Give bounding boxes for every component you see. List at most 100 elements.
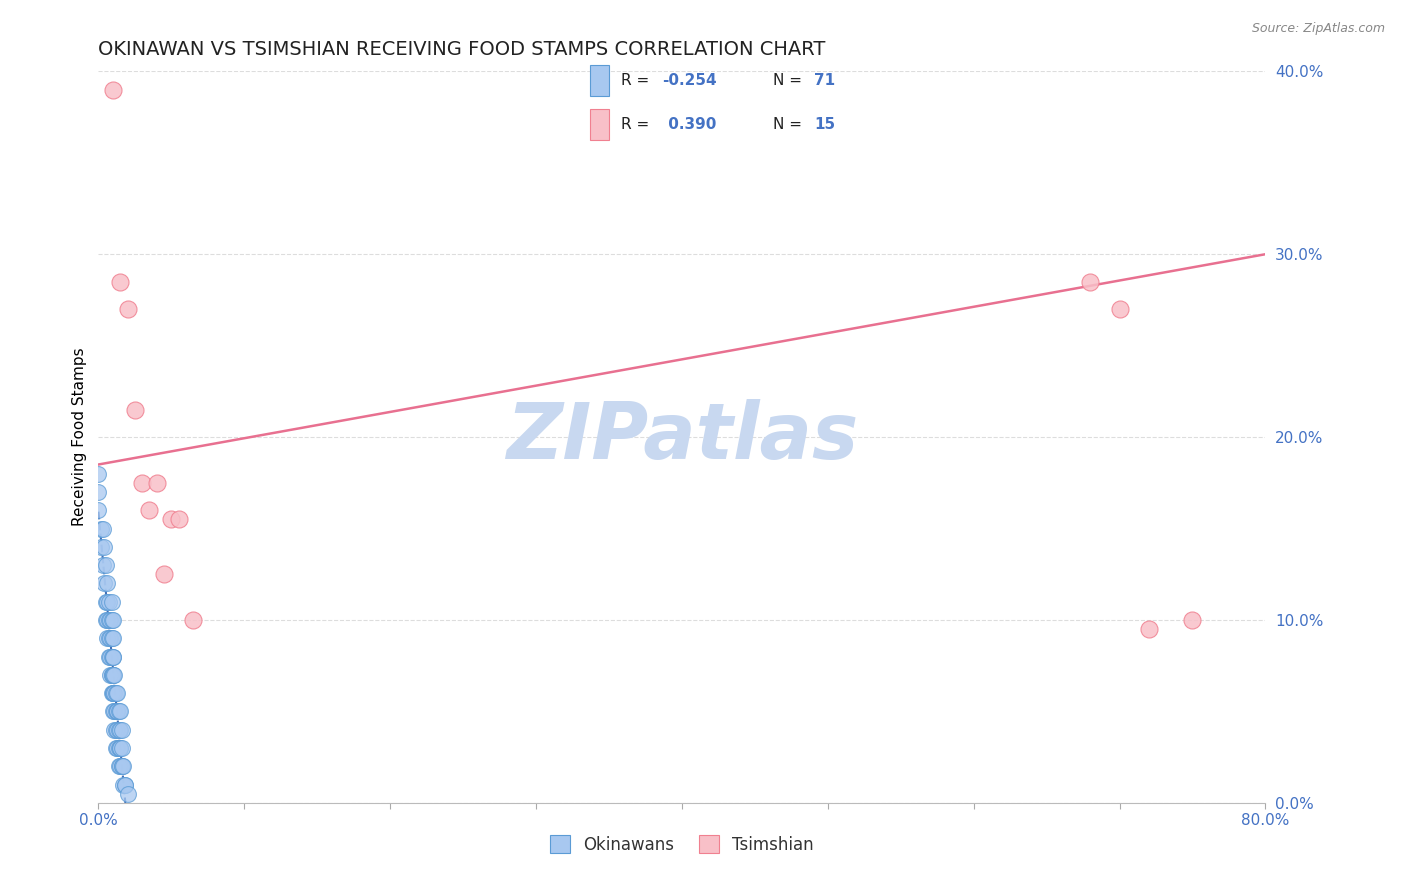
Point <box>101 705 124 719</box>
Point <box>94 558 117 573</box>
Point <box>98 649 121 664</box>
Point <box>87 503 110 517</box>
Point <box>104 705 127 719</box>
Point <box>108 705 131 719</box>
Point <box>117 301 139 317</box>
Point <box>108 759 131 773</box>
Point <box>97 649 120 664</box>
Legend: Okinawans, Tsimshian: Okinawans, Tsimshian <box>543 829 821 860</box>
Point <box>110 723 132 737</box>
Point <box>87 485 110 500</box>
Point <box>100 632 122 646</box>
Point <box>100 649 122 664</box>
Point <box>110 275 132 289</box>
Point <box>98 632 121 646</box>
Point <box>112 778 135 792</box>
Point <box>105 705 128 719</box>
Text: N =: N = <box>773 118 803 132</box>
Point <box>110 740 132 755</box>
Point <box>114 778 136 792</box>
Point <box>101 649 124 664</box>
Point <box>98 667 121 681</box>
Point <box>110 759 132 773</box>
Text: 71: 71 <box>814 73 835 87</box>
Point <box>100 686 122 700</box>
Text: R =: R = <box>621 118 650 132</box>
Text: ZIPatlas: ZIPatlas <box>506 399 858 475</box>
Point <box>1181 613 1204 627</box>
Point <box>105 740 128 755</box>
Point <box>101 686 124 700</box>
Point <box>100 613 122 627</box>
Point <box>1080 275 1102 289</box>
Text: OKINAWAN VS TSIMSHIAN RECEIVING FOOD STAMPS CORRELATION CHART: OKINAWAN VS TSIMSHIAN RECEIVING FOOD STA… <box>98 39 825 59</box>
Point <box>93 540 115 554</box>
Point <box>103 723 125 737</box>
Text: -0.254: -0.254 <box>662 73 717 87</box>
Point <box>105 705 128 719</box>
Point <box>97 632 120 646</box>
Point <box>181 613 204 627</box>
Point <box>101 686 124 700</box>
Text: 0.390: 0.390 <box>662 118 716 132</box>
Point <box>96 576 118 591</box>
Point <box>110 740 132 755</box>
Point <box>96 632 118 646</box>
Text: Source: ZipAtlas.com: Source: ZipAtlas.com <box>1251 22 1385 36</box>
Point <box>97 594 120 608</box>
Point <box>146 475 169 490</box>
Point <box>94 594 117 608</box>
Point <box>91 521 114 535</box>
Point <box>87 467 110 481</box>
Point <box>153 567 176 582</box>
Y-axis label: Receiving Food Stamps: Receiving Food Stamps <box>72 348 87 526</box>
Point <box>97 613 120 627</box>
Point <box>108 723 131 737</box>
Point <box>104 740 127 755</box>
Point <box>103 686 125 700</box>
Point <box>167 512 190 526</box>
Point <box>105 686 128 700</box>
Point <box>124 402 146 417</box>
Text: 15: 15 <box>814 118 835 132</box>
Point <box>105 723 128 737</box>
Point <box>100 667 122 681</box>
Bar <box>591 65 609 96</box>
Point <box>101 649 124 664</box>
Point <box>1137 622 1160 636</box>
Point <box>112 759 135 773</box>
Bar <box>591 109 609 140</box>
Point <box>96 613 118 627</box>
Point <box>111 759 134 773</box>
Point <box>96 594 118 608</box>
Point <box>100 594 122 608</box>
Point <box>94 613 117 627</box>
Point <box>1108 301 1130 317</box>
Point <box>93 576 115 591</box>
Point <box>101 667 124 681</box>
Point <box>101 632 124 646</box>
Point <box>104 723 127 737</box>
Point <box>111 759 134 773</box>
Point <box>91 558 114 573</box>
Text: N =: N = <box>773 73 803 87</box>
Point <box>101 613 124 627</box>
Point <box>103 667 125 681</box>
Point <box>114 778 136 792</box>
Point <box>98 613 121 627</box>
Point <box>117 787 139 801</box>
Point <box>131 475 153 490</box>
Point <box>103 705 125 719</box>
Point <box>104 686 127 700</box>
Point <box>160 512 183 526</box>
Point <box>100 667 122 681</box>
Point <box>101 667 124 681</box>
Text: R =: R = <box>621 73 650 87</box>
Point <box>111 723 134 737</box>
Point <box>90 521 112 535</box>
Point <box>111 740 134 755</box>
Point <box>110 705 132 719</box>
Point <box>108 740 131 755</box>
Point <box>101 82 124 96</box>
Point <box>138 503 160 517</box>
